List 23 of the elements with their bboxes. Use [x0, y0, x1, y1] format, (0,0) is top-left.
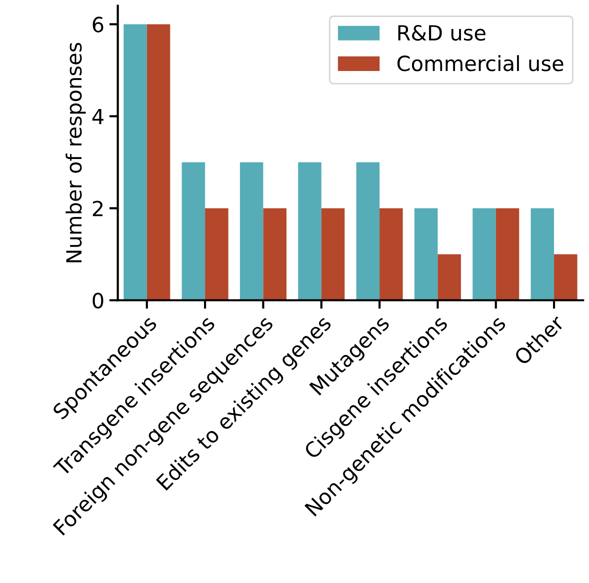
bar: [298, 162, 322, 300]
y-tick-label: 0: [92, 292, 104, 308]
y-tick-label: 4: [92, 108, 104, 124]
bar: [496, 208, 520, 300]
bar: [472, 208, 496, 300]
bar: [356, 162, 380, 300]
y-tick-label: 6: [92, 16, 104, 32]
bar: [263, 208, 286, 300]
bar: [438, 254, 461, 300]
bar: [240, 162, 264, 300]
bar: [124, 24, 147, 300]
legend-label: R&D use: [398, 24, 486, 41]
bar: [321, 208, 345, 300]
bar: [530, 208, 554, 300]
bar: [380, 208, 403, 300]
bar: [205, 208, 228, 300]
y-tick-label: 2: [92, 200, 103, 216]
legend-label: Commercial use: [397, 55, 564, 72]
y-axis-title: Number of responses: [66, 42, 86, 262]
bar: [182, 162, 206, 300]
bar: [146, 24, 170, 300]
bar: [554, 254, 578, 300]
bar: [414, 208, 438, 300]
